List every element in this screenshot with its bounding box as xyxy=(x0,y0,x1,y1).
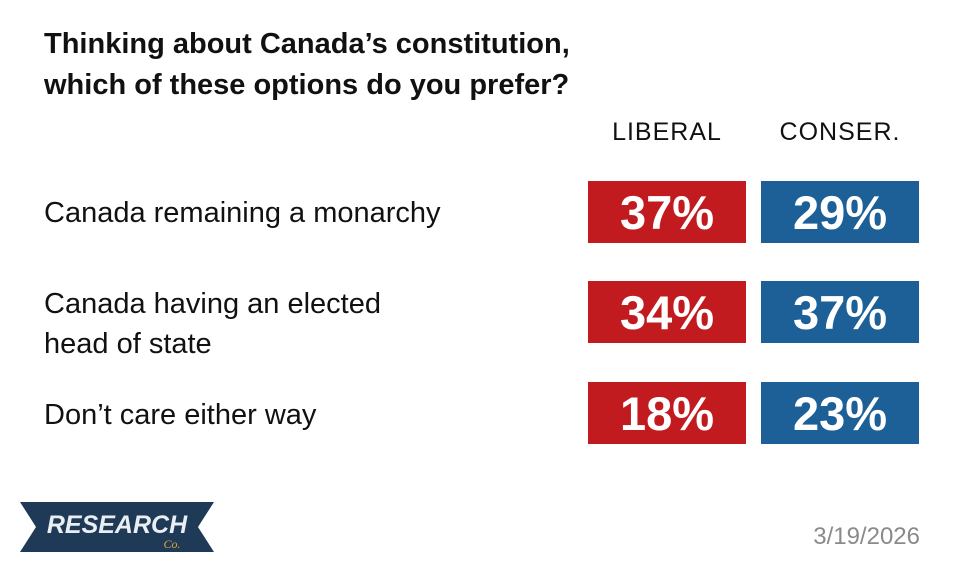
row-label-line: Don’t care either way xyxy=(44,399,317,431)
row-label-line: Canada having an elected xyxy=(44,288,381,320)
chart-title-line-2: which of these options do you prefer? xyxy=(44,69,570,101)
cell-conservative-elected-head: 37% xyxy=(761,281,919,343)
chart-title-line-1: Thinking about Canada’s constitution, xyxy=(44,28,570,60)
cell-liberal-monarchy: 37% xyxy=(588,181,746,243)
chart-title: Thinking about Canada’s constitution, wh… xyxy=(44,24,764,106)
cell-liberal-elected-head: 34% xyxy=(588,281,746,343)
column-header-liberal: LIBERAL xyxy=(612,118,722,146)
row-label-line: Canada remaining a monarchy xyxy=(44,197,441,229)
logo-subtext: Co. xyxy=(163,537,180,551)
column-header-conservative: CONSER. xyxy=(779,118,901,146)
date-stamp: 3/19/2026 xyxy=(813,523,920,550)
cell-conservative-dont-care: 23% xyxy=(761,382,919,444)
row-label-dont-care: Don’t care either way xyxy=(44,395,316,435)
cell-liberal-dont-care: 18% xyxy=(588,382,746,444)
row-label-elected-head: Canada having an elected head of state xyxy=(44,284,381,364)
cell-conservative-monarchy: 29% xyxy=(761,181,919,243)
logo-banner-shape xyxy=(20,502,214,552)
row-label-monarchy: Canada remaining a monarchy xyxy=(44,193,441,233)
row-label-line: head of state xyxy=(44,328,212,360)
logo-wordmark: RESEARCH xyxy=(47,511,188,539)
research-co-logo: RESEARCH Co. xyxy=(20,502,214,552)
